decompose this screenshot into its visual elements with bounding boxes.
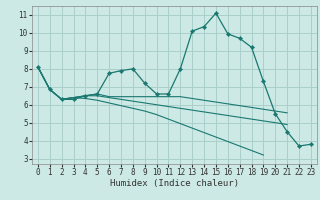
- X-axis label: Humidex (Indice chaleur): Humidex (Indice chaleur): [110, 179, 239, 188]
